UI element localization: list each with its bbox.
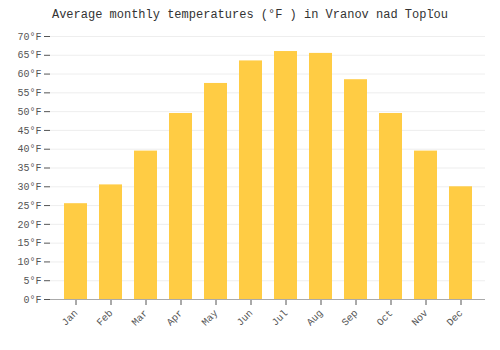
svg-text:Nov: Nov <box>410 308 431 329</box>
svg-text:55°F: 55°F <box>17 88 41 99</box>
svg-text:5°F: 5°F <box>23 276 41 287</box>
svg-text:60°F: 60°F <box>17 69 41 80</box>
svg-text:25°F: 25°F <box>17 201 41 212</box>
svg-text:10°F: 10°F <box>17 257 41 268</box>
svg-text:0°F: 0°F <box>23 295 41 306</box>
svg-text:Jul: Jul <box>270 308 291 329</box>
svg-text:30°F: 30°F <box>17 182 41 193</box>
svg-text:50°F: 50°F <box>17 107 41 118</box>
svg-text:35°F: 35°F <box>17 163 41 174</box>
svg-text:Feb: Feb <box>95 308 116 329</box>
svg-text:Aug: Aug <box>305 308 326 329</box>
svg-text:45°F: 45°F <box>17 126 41 137</box>
svg-text:Jan: Jan <box>60 308 81 329</box>
svg-text:Jun: Jun <box>235 308 256 329</box>
svg-text:Oct: Oct <box>375 308 396 329</box>
svg-text:40°F: 40°F <box>17 144 41 155</box>
svg-text:May: May <box>200 308 221 329</box>
svg-text:Mar: Mar <box>130 308 151 329</box>
svg-text:Apr: Apr <box>165 308 186 329</box>
svg-text:15°F: 15°F <box>17 238 41 249</box>
svg-text:20°F: 20°F <box>17 220 41 231</box>
svg-text:Sep: Sep <box>340 308 361 329</box>
svg-text:Dec: Dec <box>445 308 466 329</box>
html-text:Average monthly temperatures (: Average monthly temperatures (°F ) in Vr… <box>52 8 448 22</box>
svg-text:70°F: 70°F <box>17 32 41 43</box>
svg-text:65°F: 65°F <box>17 50 41 61</box>
